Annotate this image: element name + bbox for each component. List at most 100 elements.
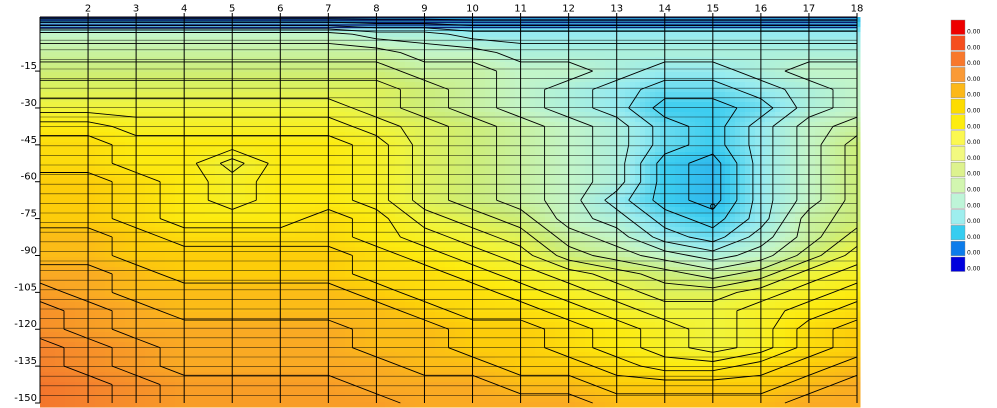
heat-cell [160, 57, 166, 63]
heat-cell [720, 157, 726, 163]
heat-cell [410, 117, 416, 123]
heat-cell [410, 87, 416, 93]
heat-cell [585, 97, 591, 103]
heat-cell [380, 132, 386, 138]
heat-cell [415, 42, 421, 48]
heat-cell [575, 27, 581, 33]
heat-cell [205, 97, 211, 103]
heat-cell [260, 42, 266, 48]
heat-cell [670, 127, 676, 133]
heat-cell [685, 137, 691, 143]
heat-cell [785, 142, 791, 148]
heat-cell [375, 62, 381, 68]
heat-cell [595, 27, 601, 33]
heat-cell [825, 112, 831, 118]
heat-cell [745, 42, 751, 48]
heat-cell [130, 152, 136, 158]
heat-cell [405, 92, 411, 98]
heat-cell [140, 117, 146, 123]
heat-cell [325, 52, 331, 58]
heat-cell [560, 152, 566, 158]
heat-cell [55, 82, 61, 88]
heat-cell [105, 87, 111, 93]
heat-cell [690, 107, 696, 113]
heat-cell [235, 167, 241, 173]
heat-cell [750, 87, 756, 93]
heat-cell [525, 157, 531, 163]
heat-cell [630, 122, 636, 128]
heat-cell [780, 37, 786, 43]
heat-cell [75, 62, 81, 68]
heat-cell [200, 102, 206, 108]
heat-cell [490, 102, 496, 108]
heat-cell [515, 82, 521, 88]
heat-cell [740, 67, 746, 73]
heat-cell [670, 77, 676, 83]
heat-cell [495, 157, 501, 163]
heat-cell [365, 122, 371, 128]
heat-cell [185, 142, 191, 148]
heat-cell [245, 147, 251, 153]
heat-cell [595, 132, 601, 138]
heat-cell [485, 127, 491, 133]
heat-cell [295, 52, 301, 58]
heat-cell [660, 157, 666, 163]
heat-cell [845, 27, 851, 33]
heat-cell [575, 112, 581, 118]
heat-cell [850, 87, 856, 93]
heat-cell [560, 82, 566, 88]
heat-cell [240, 142, 246, 148]
heat-cell [720, 67, 726, 73]
heat-cell [385, 27, 391, 33]
heat-cell [620, 137, 626, 143]
heat-cell [50, 57, 56, 63]
heat-cell [700, 137, 706, 143]
heat-cell [445, 82, 451, 88]
heat-cell [90, 32, 96, 38]
heat-cell [475, 102, 481, 108]
heat-cell [790, 127, 796, 133]
heat-cell [80, 167, 86, 173]
heat-cell [645, 52, 651, 58]
heat-cell [395, 147, 401, 153]
heat-cell [405, 62, 411, 68]
heat-cell [730, 37, 736, 43]
heat-cell [805, 82, 811, 88]
heat-cell [830, 82, 836, 88]
heat-cell [315, 137, 321, 143]
heat-cell [155, 132, 161, 138]
heat-cell [115, 87, 121, 93]
heat-cell [680, 97, 686, 103]
heat-cell [165, 57, 171, 63]
heat-cell [320, 92, 326, 98]
heat-cell [520, 152, 526, 158]
heat-cell [760, 92, 766, 98]
heat-cell [570, 137, 576, 143]
heat-cell [740, 92, 746, 98]
heat-cell [130, 122, 136, 128]
heat-cell [250, 122, 256, 128]
heat-cell [40, 127, 46, 133]
heat-cell [180, 112, 186, 118]
heat-cell [140, 92, 146, 98]
heat-cell [725, 77, 731, 83]
heat-cell [740, 117, 746, 123]
heat-cell [215, 42, 221, 48]
heat-cell [245, 57, 251, 63]
heat-cell [540, 147, 546, 153]
heat-cell [525, 92, 531, 98]
heat-cell [345, 157, 351, 163]
heat-cell [150, 92, 156, 98]
heat-cell [180, 92, 186, 98]
heat-cell [450, 42, 456, 48]
heat-cell [330, 67, 336, 73]
heat-cell [495, 42, 501, 48]
heat-cell [290, 117, 296, 123]
heat-cell [190, 127, 196, 133]
heat-cell [525, 152, 531, 158]
heat-cell [50, 107, 56, 113]
heat-cell [265, 42, 271, 48]
heat-cell [345, 152, 351, 158]
heat-cell [840, 82, 846, 88]
heat-cell [310, 82, 316, 88]
